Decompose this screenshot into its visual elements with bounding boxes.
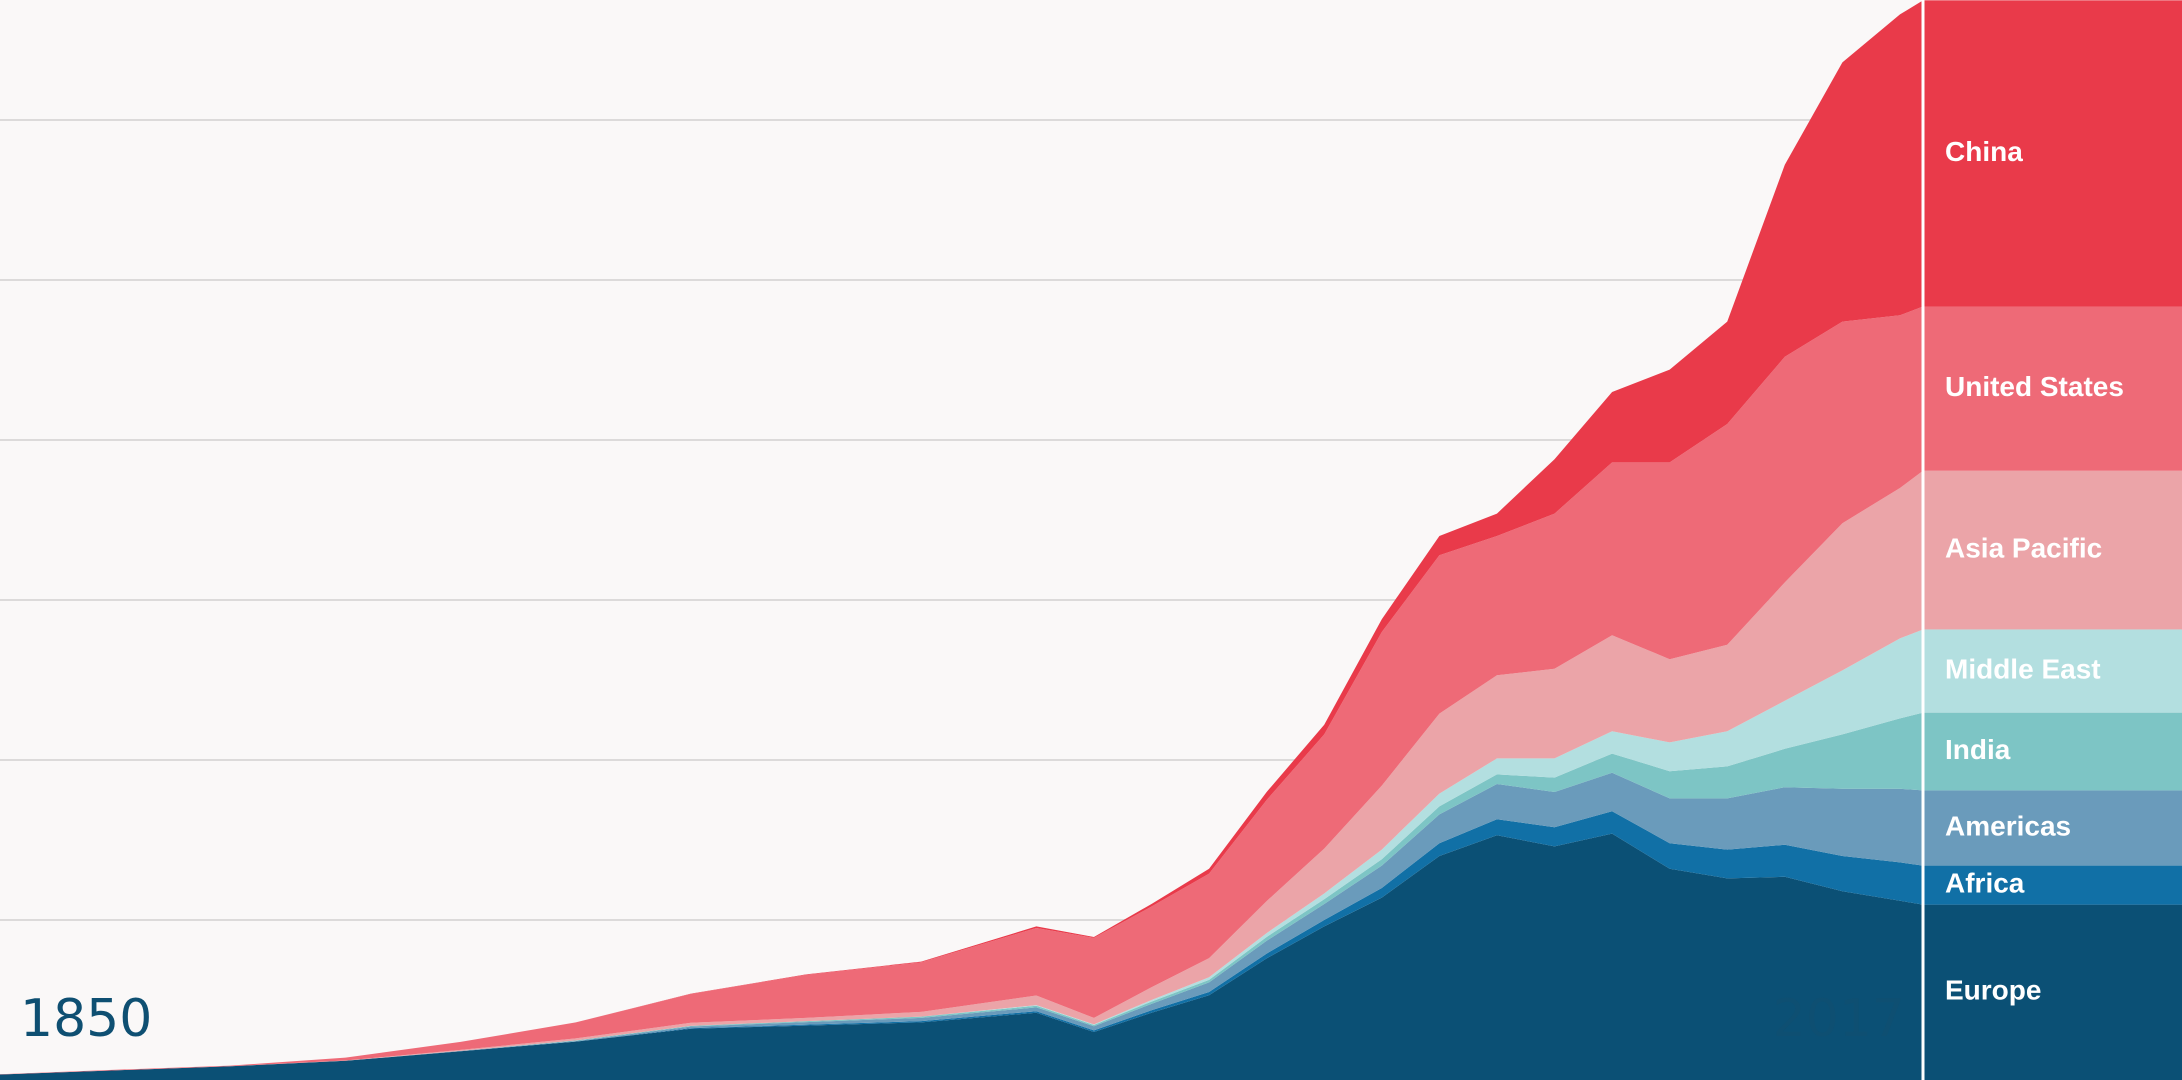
x-tick-label: 2017 xyxy=(1773,989,1905,1049)
legend-block xyxy=(1923,865,2182,905)
legend-label: Africa xyxy=(1945,868,2025,899)
legend-label: China xyxy=(1945,136,2023,167)
area xyxy=(0,833,1923,1080)
x-tick-label: 1850 xyxy=(20,989,152,1049)
legend-block xyxy=(1923,904,2182,1080)
legend-block xyxy=(1923,629,2182,713)
legend-block xyxy=(1923,790,2182,866)
legend-label: Asia Pacific xyxy=(1945,532,2102,563)
legend-label: Europe xyxy=(1945,975,2041,1006)
legend-block xyxy=(1923,0,2182,307)
legend-block xyxy=(1923,306,2182,471)
legend-label: India xyxy=(1945,734,2011,765)
legend-label: Middle East xyxy=(1945,653,2101,684)
legend-label: Americas xyxy=(1945,810,2071,841)
area xyxy=(0,772,1923,1075)
legend-block xyxy=(1923,712,2182,791)
legend-block xyxy=(1923,470,2182,630)
legend-label: United States xyxy=(1945,371,2124,402)
